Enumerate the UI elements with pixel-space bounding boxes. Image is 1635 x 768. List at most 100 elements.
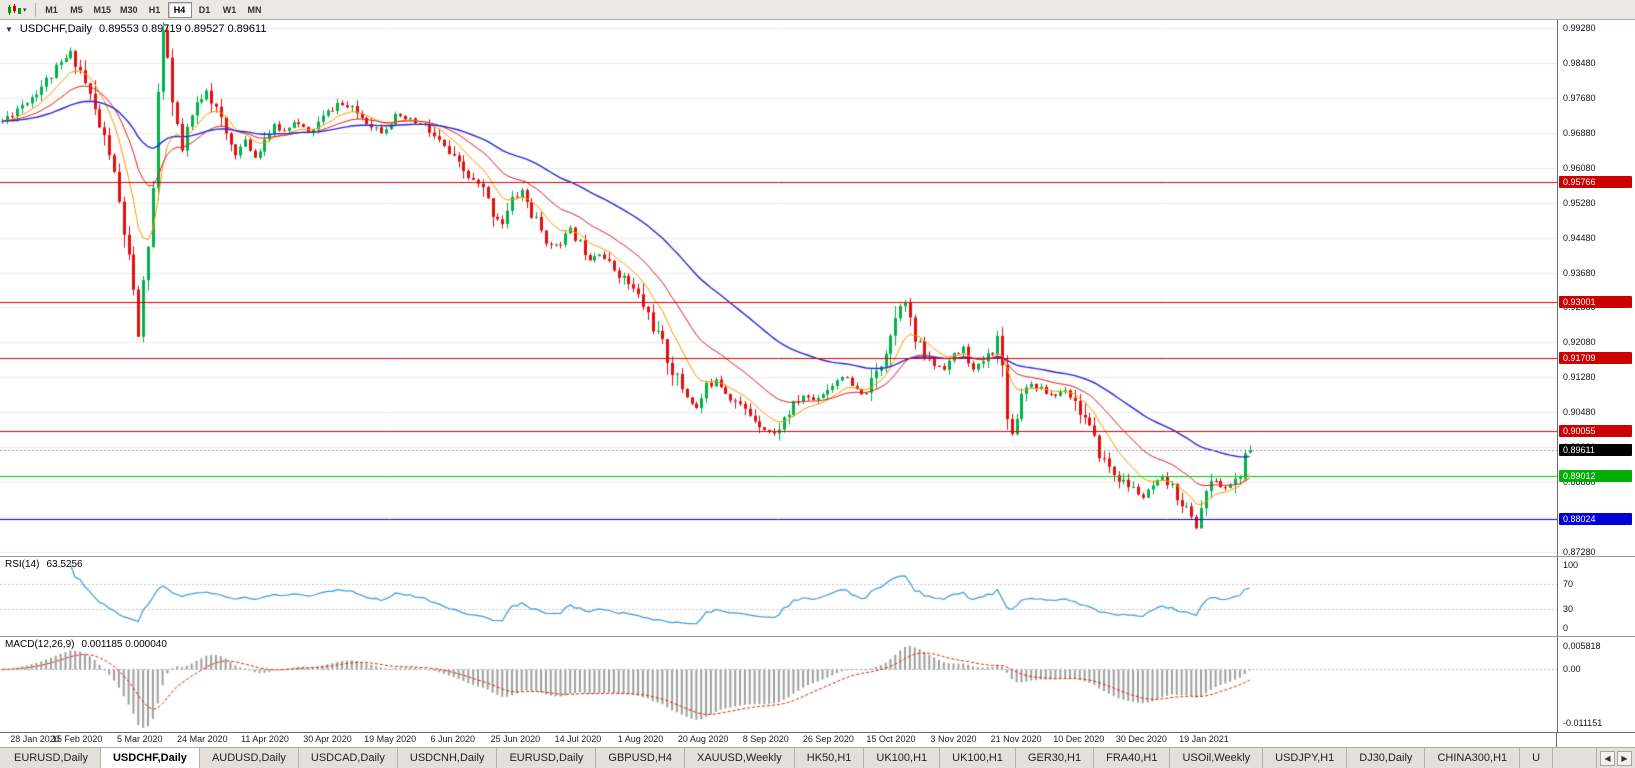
axis-tick-label: 0.98480 — [1563, 58, 1596, 69]
axis-tick-label: 0.005818 — [1563, 641, 1601, 651]
macd-values: 0.001185 0.000040 — [81, 639, 167, 650]
chart-tab-audusd-daily[interactable]: AUDUSD,Daily — [199, 748, 299, 768]
chart-tab-xauusd-weekly[interactable]: XAUUSD,Weekly — [684, 748, 795, 768]
price-level-label: 0.93001 — [1559, 296, 1632, 309]
price-chart-canvas[interactable] — [0, 20, 1557, 556]
axis-tick-label: 0.96080 — [1563, 162, 1596, 173]
rsi-header: RSI(14) 63.5256 — [5, 559, 83, 570]
rsi-canvas[interactable] — [0, 557, 1557, 636]
axis-tick-label: 0.97680 — [1563, 93, 1596, 104]
date-label: 30 Apr 2020 — [303, 734, 352, 744]
date-label: 20 Aug 2020 — [677, 734, 729, 744]
chart-tab-usdjpy-h1[interactable]: USDJPY,H1 — [1263, 748, 1348, 768]
axis-tick-label: 0.95280 — [1563, 197, 1596, 208]
chart-tab-uk100-h1[interactable]: UK100,H1 — [864, 748, 941, 768]
chart-type-menu-button[interactable]: ▾ — [3, 2, 31, 18]
chart-tabs: EURUSD,Daily USDCHF,Daily AUDUSD,Daily USDC… — [2, 748, 1554, 768]
tab-scroll-left-icon[interactable]: ◀ — [1600, 750, 1615, 766]
axis-tick-label: 0 — [1563, 623, 1569, 634]
chart-tab-u[interactable]: U — [1520, 748, 1554, 768]
date-label: 11 Apr 2020 — [241, 734, 289, 744]
date-label: 15 Oct 2020 — [866, 734, 916, 744]
tab-scroll-buttons: ◀ ▶ — [1596, 748, 1635, 768]
price-level-label: 0.89611 — [1559, 443, 1632, 456]
chart-tab-usoil-weekly[interactable]: USOil,Weekly — [1170, 748, 1264, 768]
axis-tick-label: 0.92080 — [1563, 337, 1596, 348]
macd-header: MACD(12,26,9) 0.001185 0.000040 — [5, 639, 167, 650]
macd-axis[interactable]: 0.005818 0.00 -0.011151 — [1557, 637, 1635, 732]
price-level-label: 0.91709 — [1559, 352, 1632, 365]
chevron-down-icon: ▾ — [23, 6, 27, 14]
axis-tick-label: 0.99280 — [1563, 23, 1596, 34]
chart-tab-gbpusd-h4[interactable]: GBPUSD,H4 — [596, 748, 685, 768]
chart-tab-usdcad-daily[interactable]: USDCAD,Daily — [298, 748, 398, 768]
axis-tick-label: 0.93680 — [1563, 267, 1596, 278]
price-level-label: 0.95766 — [1559, 175, 1632, 188]
price-chart-panel: 0.872800.880800.888800.896800.904800.912… — [0, 20, 1635, 556]
price-level-label: 0.88024 — [1559, 513, 1632, 526]
axis-tick-label: 0.90480 — [1563, 407, 1596, 418]
date-label: 28 Jan 2020 — [10, 734, 60, 744]
axis-tick-label: 0.91280 — [1563, 372, 1596, 383]
collapse-icon[interactable]: ▼ — [5, 24, 13, 34]
rsi-axis[interactable]: 100 70 30 0 — [1557, 557, 1635, 636]
date-label: 19 May 2020 — [364, 734, 417, 744]
timeframe-button-h1[interactable]: H1 — [148, 4, 161, 15]
date-label: 3 Nov 2020 — [930, 734, 977, 744]
axis-tick-label: 100 — [1563, 559, 1579, 570]
date-label: 30 Dec 2020 — [1115, 734, 1167, 744]
timeframe-buttons: M1 M5 M15 M30 H1 H4 D1 W1 MN — [40, 1, 267, 18]
chart-tab-eurusd-daily[interactable]: EURUSD,Daily — [497, 748, 597, 768]
timeframe-button-m15[interactable]: M15 — [93, 4, 112, 15]
rsi-label: RSI(14) — [5, 559, 40, 570]
date-label: 25 Jun 2020 — [490, 734, 541, 744]
toolbar-separator — [34, 2, 36, 17]
axis-tick-label: 0.94480 — [1563, 232, 1596, 243]
timeframe-button-m30[interactable]: M30 — [120, 4, 138, 15]
date-label: 26 Sep 2020 — [802, 734, 854, 744]
axis-tick-label: 0.87280 — [1563, 546, 1596, 556]
price-level-label: 0.90055 — [1559, 424, 1632, 437]
timeframe-toolbar: ▾ M1 M5 M15 M30 H1 H4 D1 W1 MN — [0, 0, 1635, 20]
chart-tab-uk100-h1[interactable]: UK100,H1 — [940, 748, 1016, 768]
chart-tab-dj30-daily[interactable]: DJ30,Daily — [1347, 748, 1426, 768]
price-level-label: 0.89012 — [1559, 470, 1632, 483]
timeframe-button-d1[interactable]: D1 — [198, 4, 211, 15]
chart-tab-hk50-h1[interactable]: HK50,H1 — [794, 748, 865, 768]
candlestick-chart-icon — [8, 3, 21, 15]
date-label: 10 Dec 2020 — [1053, 734, 1105, 744]
rsi-value: 63.5256 — [46, 559, 83, 570]
macd-indicator-panel: 0.005818 0.00 -0.011151 MACD(12,26,9) 0.00… — [0, 636, 1635, 732]
tab-scroll-right-icon[interactable]: ▶ — [1617, 750, 1632, 766]
timeframe-button-m5[interactable]: M5 — [70, 4, 83, 15]
chart-tab-usdcnh-daily[interactable]: USDCNH,Daily — [397, 748, 498, 768]
axis-tick-label: 70 — [1563, 578, 1574, 589]
chart-tab-usdchf-daily[interactable]: USDCHF,Daily — [100, 748, 200, 768]
timeframe-button-m1[interactable]: M1 — [45, 4, 58, 15]
date-label: 6 Jun 2020 — [430, 734, 476, 744]
chart-tab-ger30-h1[interactable]: GER30,H1 — [1015, 748, 1095, 768]
date-label: 19 Jan 2021 — [1179, 734, 1229, 744]
timeframe-button-mn[interactable]: MN — [247, 4, 262, 15]
timeframe-button-w1[interactable]: W1 — [222, 4, 237, 15]
date-label: 21 Nov 2020 — [990, 734, 1042, 744]
date-label: 8 Sep 2020 — [742, 734, 789, 744]
chart-title: USDCHF,Daily — [19, 23, 93, 35]
rsi-indicator-panel: 100 70 30 0 RSI(14) 63.5256 — [0, 556, 1635, 636]
axis-tick-label: 0.00 — [1563, 664, 1581, 675]
date-label: 24 Mar 2020 — [177, 734, 228, 744]
axis-tick-label: -0.011151 — [1563, 718, 1603, 728]
axis-tick-label: 0.96880 — [1563, 127, 1596, 138]
price-axis[interactable]: 0.872800.880800.888800.896800.904800.912… — [1557, 20, 1635, 556]
date-label: 1 Aug 2020 — [617, 734, 664, 744]
chart-tab-eurusd-daily[interactable]: EURUSD,Daily — [2, 748, 101, 768]
chart-tab-fra40-h1[interactable]: FRA40,H1 — [1094, 748, 1171, 768]
chart-tab-china300-h1[interactable]: CHINA300,H1 — [1425, 748, 1521, 768]
macd-canvas[interactable] — [0, 637, 1557, 732]
timeframe-button-h4[interactable]: H4 — [167, 1, 192, 18]
chart-tab-bar: EURUSD,Daily USDCHF,Daily AUDUSD,Daily USDC… — [0, 747, 1635, 768]
time-axis[interactable]: 28 Jan 2020 15 Feb 2020 5 Mar 2020 24 Mar 2… — [0, 732, 1635, 747]
date-label: 5 Mar 2020 — [116, 734, 163, 744]
axis-tick-label: 30 — [1563, 604, 1574, 615]
